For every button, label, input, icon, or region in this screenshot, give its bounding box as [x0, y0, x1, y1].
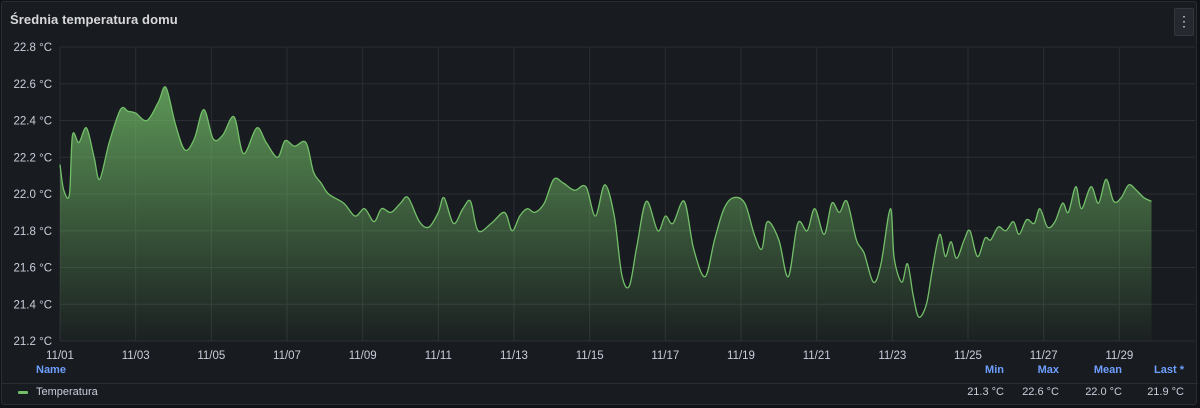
y-tick-label: 22.6 °C — [14, 79, 52, 91]
legend-row[interactable]: Temperatura 21.3 °C 22.6 °C 22.0 °C 21.9… — [2, 383, 1198, 400]
legend-header-last[interactable]: Last * — [1154, 364, 1184, 376]
y-tick-label: 21.8 °C — [14, 226, 52, 238]
y-tick-label: 22.4 °C — [14, 116, 52, 128]
legend-header-name[interactable]: Name — [36, 364, 66, 376]
legend-series-name[interactable]: Temperatura — [36, 386, 98, 398]
y-tick-label: 21.6 °C — [14, 263, 52, 275]
x-tick-label: 11/09 — [349, 350, 377, 362]
legend-min-value: 21.3 °C — [967, 386, 1004, 398]
legend-last-value: 21.9 °C — [1147, 386, 1184, 398]
x-tick-label: 11/17 — [651, 350, 679, 362]
x-tick-label: 11/05 — [197, 350, 225, 362]
x-tick-label: 11/23 — [878, 350, 906, 362]
panel-title: Średnia temperatura domu — [10, 12, 178, 27]
x-tick-label: 11/13 — [500, 350, 528, 362]
x-tick-label: 11/29 — [1105, 350, 1133, 362]
x-tick-label: 11/27 — [1030, 350, 1058, 362]
x-tick-label: 11/21 — [803, 350, 831, 362]
legend-mean-value: 22.0 °C — [1085, 386, 1122, 398]
x-tick-label: 11/25 — [954, 350, 982, 362]
y-tick-label: 21.2 °C — [14, 336, 52, 348]
x-tick-label: 11/01 — [46, 350, 74, 362]
y-tick-label: 22.8 °C — [14, 42, 52, 54]
legend-header: Name Min Max Mean Last * — [2, 364, 1198, 378]
kebab-menu-icon: ⋮ — [1177, 13, 1191, 29]
legend-header-mean[interactable]: Mean — [1093, 364, 1122, 376]
legend-max-value: 22.6 °C — [1022, 386, 1059, 398]
series-line — [59, 86, 1152, 318]
y-tick-label: 21.4 °C — [14, 299, 52, 311]
legend-header-max[interactable]: Max — [1037, 364, 1059, 376]
legend-header-min[interactable]: Min — [985, 364, 1004, 376]
panel-menu-button[interactable]: ⋮ — [1174, 8, 1194, 36]
x-tick-label: 11/15 — [576, 350, 604, 362]
x-tick-label: 11/07 — [273, 350, 301, 362]
x-tick-label: 11/19 — [727, 350, 755, 362]
time-series-chart[interactable]: 21.2 °C 21.4 °C 21.6 °C 21.8 °C 22.0 °C 22.2 … — [2, 2, 1198, 362]
y-tick-label: 22.0 °C — [14, 189, 52, 201]
x-tick-label: 11/03 — [122, 350, 150, 362]
series-area-fill — [60, 86, 1152, 341]
series-color-swatch — [18, 391, 28, 394]
x-tick-label: 11/11 — [425, 350, 452, 362]
y-tick-label: 22.2 °C — [14, 152, 52, 164]
